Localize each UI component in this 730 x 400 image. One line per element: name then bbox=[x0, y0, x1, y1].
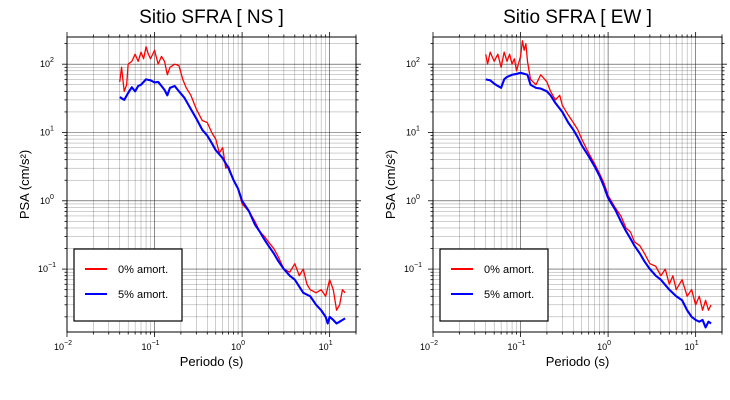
y-axis-label: PSA (cm/s²) bbox=[17, 150, 32, 219]
series-group bbox=[119, 46, 346, 325]
legend-box bbox=[73, 248, 183, 322]
y-tick-label: 101 bbox=[406, 125, 420, 137]
grid bbox=[66, 37, 357, 332]
legend-box bbox=[439, 248, 549, 322]
series-line-damped bbox=[119, 78, 346, 325]
y-tick-label: 101 bbox=[40, 125, 54, 137]
plot-frame bbox=[66, 36, 357, 333]
chart-panel-2: 10−2 10−1 100 101 10−1 100 101 102 Sitio SFRA [ … bbox=[383, 7, 727, 369]
chart-title: Sitio SFRA [ NS ] bbox=[139, 7, 284, 28]
x-tick-label: 100 bbox=[597, 340, 611, 352]
plot-frame bbox=[432, 36, 723, 333]
legend-label: 5% amort. bbox=[484, 289, 534, 301]
y-tick-label: 100 bbox=[406, 194, 420, 206]
x-axis-label: Periodo (s) bbox=[546, 354, 610, 369]
series-group bbox=[485, 40, 712, 329]
y-tick-label: 10−1 bbox=[38, 262, 56, 274]
x-tick-label: 101 bbox=[319, 340, 333, 352]
chart-panel-1: 10−2 10−1 100 101 10−1 100 101 102 Sitio SFRA [ … bbox=[17, 7, 361, 369]
x-tick-label: 10−1 bbox=[142, 340, 160, 352]
series-line-undamped bbox=[485, 40, 712, 311]
x-tick-label: 101 bbox=[685, 340, 699, 352]
legend-label: 5% amort. bbox=[118, 289, 168, 301]
legend: 0% amort. 5% amort. bbox=[439, 248, 549, 322]
legend-label: 0% amort. bbox=[484, 264, 534, 276]
y-tick-label: 10−1 bbox=[404, 262, 422, 274]
x-tick-label: 10−2 bbox=[420, 340, 438, 352]
x-tick-label: 10−1 bbox=[508, 340, 526, 352]
y-axis-label: PSA (cm/s²) bbox=[383, 150, 398, 219]
chart-title: Sitio SFRA [ EW ] bbox=[503, 7, 652, 28]
legend-label: 0% amort. bbox=[118, 264, 168, 276]
y-tick-label: 102 bbox=[406, 57, 420, 69]
x-axis-label: Periodo (s) bbox=[180, 354, 244, 369]
x-tick-label: 10−2 bbox=[54, 340, 72, 352]
y-tick-label: 102 bbox=[40, 57, 54, 69]
legend: 0% amort. 5% amort. bbox=[73, 248, 183, 322]
x-tick-label: 100 bbox=[231, 340, 245, 352]
y-tick-label: 100 bbox=[40, 194, 54, 206]
series-line-damped bbox=[485, 71, 712, 329]
